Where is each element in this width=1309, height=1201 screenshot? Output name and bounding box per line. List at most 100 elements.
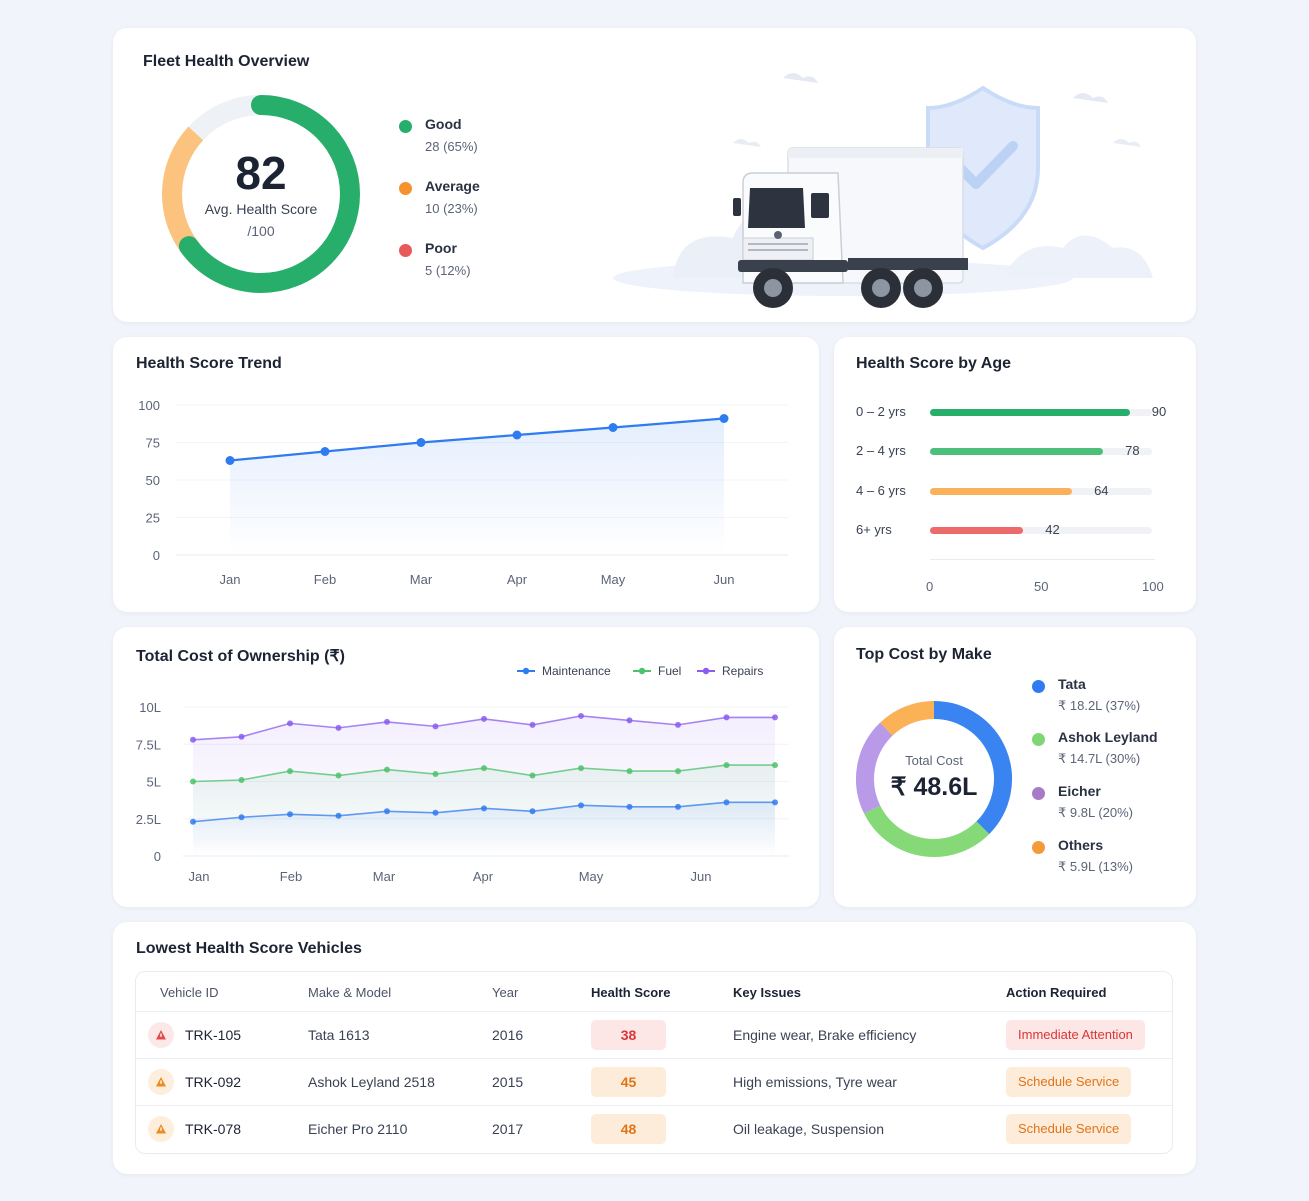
col-action-required[interactable]: Action Required xyxy=(1006,985,1107,1000)
key-issues: Oil leakage, Suspension xyxy=(733,1121,884,1137)
age-bar-track xyxy=(930,527,1152,534)
x-tick-label: May xyxy=(601,572,626,587)
donut-slice-ashok-leyland xyxy=(864,805,990,857)
health-score-badge: 38 xyxy=(591,1020,666,1050)
y-tick-label: 7.5L xyxy=(136,737,161,752)
col-make-model[interactable]: Make & Model xyxy=(308,985,392,1000)
make-legend-label: Ashok Leyland xyxy=(1058,729,1158,745)
series-point xyxy=(335,772,342,779)
vehicle-id[interactable]: TRK-092 xyxy=(185,1074,242,1090)
col-vehicle-id[interactable]: Vehicle ID xyxy=(160,985,219,1000)
legend-label: Maintenance xyxy=(542,664,611,678)
age-bar-label: 4 – 6 yrs xyxy=(856,483,906,498)
age-bar-row: 4 – 6 yrs 64 xyxy=(856,482,1176,502)
action-badge[interactable]: Schedule Service xyxy=(1006,1067,1132,1097)
series-point xyxy=(529,721,536,728)
table-row[interactable]: TRK-105 Tata 1613 2016 38 Engine wear, B… xyxy=(136,1012,1172,1059)
truck-illustration xyxy=(613,73,1153,308)
age-bar-row: 2 – 4 yrs 78 xyxy=(856,442,1176,462)
good-dot-icon xyxy=(399,120,412,133)
y-tick-label: 75 xyxy=(146,436,160,451)
series-point xyxy=(772,714,778,721)
vehicle-id[interactable]: TRK-105 xyxy=(185,1027,242,1043)
x-tick-label: Apr xyxy=(507,572,528,587)
health-score-badge: 45 xyxy=(591,1067,666,1097)
trend-title: Health Score Trend xyxy=(136,355,282,372)
key-issues: Engine wear, Brake efficiency xyxy=(733,1027,917,1043)
age-bar-label: 2 – 4 yrs xyxy=(856,443,906,458)
age-axis-line xyxy=(930,559,1155,560)
vehicle-id[interactable]: TRK-078 xyxy=(185,1121,242,1137)
x-tick-label: Feb xyxy=(314,572,336,587)
x-tick-label: Jun xyxy=(691,869,712,884)
key-issues: High emissions, Tyre wear xyxy=(733,1074,897,1090)
y-tick-label: 25 xyxy=(146,511,160,526)
avg-health-score-value: 82 xyxy=(235,147,287,199)
age-axis-tick: 0 xyxy=(926,579,934,594)
make-model: Tata 1613 xyxy=(308,1027,370,1043)
tata-dot-icon xyxy=(1032,680,1045,693)
x-tick-label: Feb xyxy=(280,869,302,884)
col-year[interactable]: Year xyxy=(492,985,519,1000)
top-cost-by-make-card: Top Cost by Make Total Cost ₹ 48.6L Tata… xyxy=(834,627,1196,907)
avg-health-score-denominator: /100 xyxy=(247,223,275,239)
series-point xyxy=(384,766,390,773)
age-bar-track xyxy=(930,448,1152,455)
donut-slice-others xyxy=(880,701,935,736)
make-model: Ashok Leyland 2518 xyxy=(308,1074,435,1090)
others-dot-icon xyxy=(1032,841,1045,854)
age-bar-label: 6+ yrs xyxy=(856,522,892,537)
total-cost-label: Total Cost xyxy=(905,753,963,768)
donut-slice-tata xyxy=(925,701,1012,837)
series-point xyxy=(578,802,584,809)
series-point xyxy=(578,712,584,719)
health-score-trend-chart: 100 75 50 25 0 Jan Feb Mar Apr May Jun xyxy=(138,398,788,587)
health-score-gauge xyxy=(162,95,360,293)
y-tick-label: 0 xyxy=(153,548,160,563)
x-tick-label: Mar xyxy=(373,869,396,884)
trend-point xyxy=(416,438,426,447)
series-point xyxy=(384,718,390,725)
eicher-dot-icon xyxy=(1032,787,1045,800)
year: 2017 xyxy=(492,1121,524,1137)
series-point xyxy=(335,724,342,731)
series-point xyxy=(675,721,681,728)
action-badge[interactable]: Immediate Attention xyxy=(1006,1020,1145,1050)
series-point xyxy=(675,768,681,775)
vehicles-table: Vehicle ID Make & Model Year Health Scor… xyxy=(135,971,1173,1154)
legend-average-label: Average xyxy=(425,178,480,194)
col-key-issues[interactable]: Key Issues xyxy=(733,985,801,1000)
series-point xyxy=(723,799,730,806)
x-tick-label: Mar xyxy=(410,572,433,587)
warning-icon xyxy=(148,1022,174,1048)
lowest-health-score-vehicles-card: Lowest Health Score Vehicles Vehicle ID … xyxy=(113,922,1196,1174)
make-legend-value: ₹ 5.9L (13%) xyxy=(1058,859,1133,874)
make-legend-value: ₹ 18.2L (37%) xyxy=(1058,698,1141,713)
warning-icon xyxy=(148,1116,174,1142)
series-point xyxy=(529,808,536,815)
age-axis-tick: 50 xyxy=(1034,579,1049,594)
overview-title: Fleet Health Overview xyxy=(143,53,310,70)
legend-label: Repairs xyxy=(722,664,763,678)
series-point xyxy=(287,768,293,775)
y-tick-label: 0 xyxy=(154,849,161,864)
table-row[interactable]: TRK-092 Ashok Leyland 2518 2015 45 High … xyxy=(136,1059,1172,1106)
lowest-title: Lowest Health Score Vehicles xyxy=(136,940,362,957)
age-bar-value: 78 xyxy=(1125,443,1140,458)
legend-poor-label: Poor xyxy=(425,240,457,256)
x-tick-label: Jun xyxy=(714,572,735,587)
table-row[interactable]: TRK-078 Eicher Pro 2110 2017 48 Oil leak… xyxy=(136,1106,1172,1153)
make-legend-label: Tata xyxy=(1058,676,1086,692)
series-point xyxy=(481,765,487,772)
donut-slice-eicher xyxy=(856,722,893,814)
avg-health-score-label: Avg. Health Score xyxy=(204,201,318,217)
action-badge[interactable]: Schedule Service xyxy=(1006,1114,1132,1144)
y-tick-label: 2.5L xyxy=(136,812,161,827)
fleet-health-overview-card: Fleet Health Overview 82 Avg. Health Sco… xyxy=(113,28,1196,322)
y-tick-label: 5L xyxy=(147,775,161,790)
legend-poor-value: 5 (12%) xyxy=(425,263,471,278)
tco-title: Total Cost of Ownership (₹) xyxy=(136,648,345,665)
col-health-score[interactable]: Health Score xyxy=(591,985,671,1000)
series-point xyxy=(287,811,293,818)
age-bar xyxy=(930,488,1073,495)
